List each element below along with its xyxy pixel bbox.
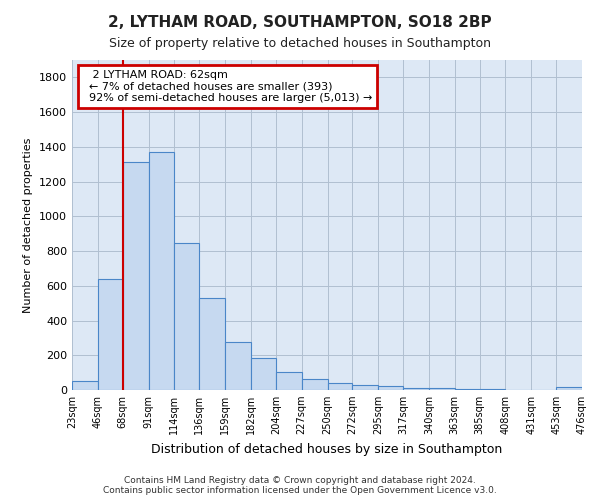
Y-axis label: Number of detached properties: Number of detached properties <box>23 138 34 312</box>
Bar <box>276 372 302 390</box>
Bar <box>199 298 225 390</box>
Bar <box>352 385 378 390</box>
Bar <box>98 279 122 390</box>
Bar <box>251 358 276 390</box>
Bar <box>403 388 429 390</box>
Bar <box>328 383 352 390</box>
X-axis label: Distribution of detached houses by size in Southampton: Distribution of detached houses by size … <box>151 442 503 456</box>
Text: Size of property relative to detached houses in Southampton: Size of property relative to detached ho… <box>109 38 491 51</box>
Bar <box>122 162 149 390</box>
Text: Contains HM Land Registry data © Crown copyright and database right 2024.
Contai: Contains HM Land Registry data © Crown c… <box>103 476 497 495</box>
Bar <box>479 389 505 390</box>
Bar <box>72 382 98 390</box>
Bar <box>455 389 479 390</box>
Bar <box>175 243 199 390</box>
Text: 2, LYTHAM ROAD, SOUTHAMPTON, SO18 2BP: 2, LYTHAM ROAD, SOUTHAMPTON, SO18 2BP <box>108 15 492 30</box>
Bar <box>149 152 175 390</box>
Text: 2 LYTHAM ROAD: 62sqm
  ← 7% of detached houses are smaller (393)
  92% of semi-d: 2 LYTHAM ROAD: 62sqm ← 7% of detached ho… <box>82 70 373 103</box>
Bar <box>429 388 455 390</box>
Bar <box>378 386 403 390</box>
Bar <box>556 388 582 390</box>
Bar <box>302 378 328 390</box>
Bar <box>225 342 251 390</box>
